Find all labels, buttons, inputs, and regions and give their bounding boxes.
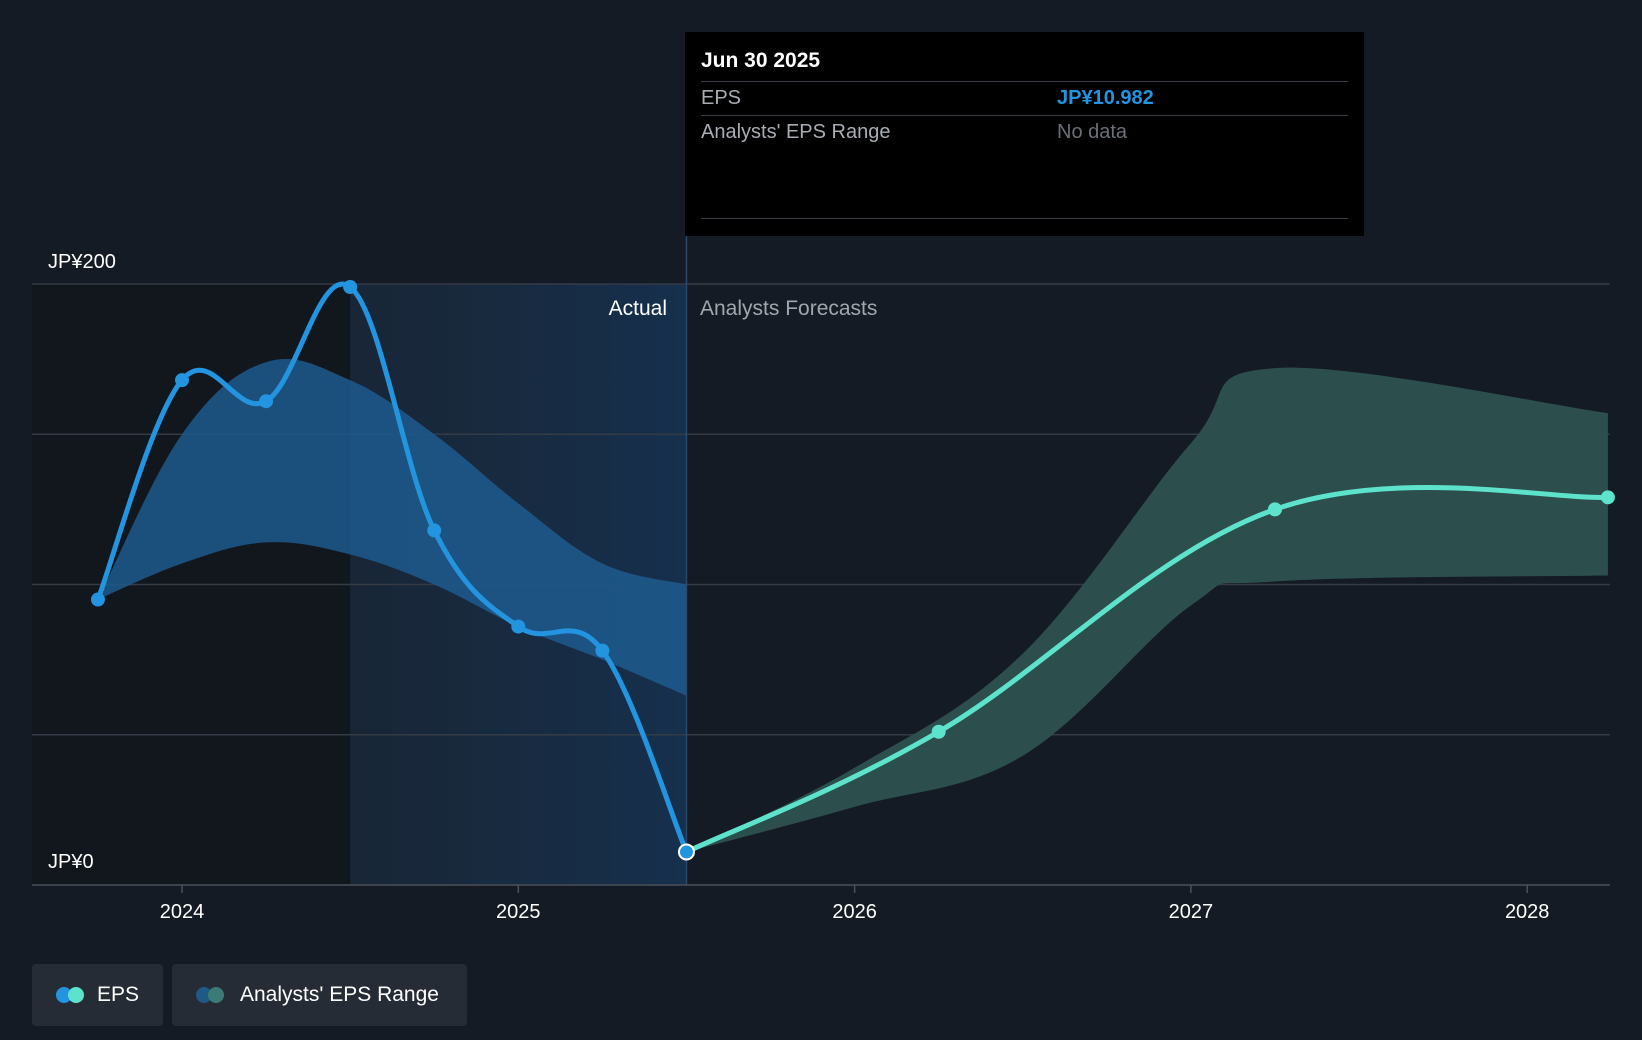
eps-point-actual[interactable] [90, 592, 105, 607]
eps-point-actual[interactable] [259, 394, 274, 409]
eps-point-actual[interactable] [175, 373, 189, 388]
tooltip-eps-value: JP¥10.982 [1057, 87, 1154, 109]
legend-eps-label: EPS [96, 983, 139, 1006]
eps-point-forecast[interactable] [1600, 490, 1615, 505]
eps-range-band-actual [97, 358, 687, 696]
eps-point-actual[interactable] [677, 843, 695, 861]
legend-item-eps[interactable]: EPS [32, 964, 163, 1026]
y-label-min: JP¥0 [48, 851, 94, 873]
x-tick-label: 2024 [160, 901, 205, 923]
actual-label: Actual [609, 297, 667, 320]
forecast-label: Analysts Forecasts [700, 297, 877, 320]
x-tick-label: 2027 [1169, 901, 1214, 923]
x-tick-label: 2025 [496, 901, 541, 923]
y-label-max: JP¥200 [48, 251, 116, 273]
tooltip-row-eps: EPS JP¥10.982 [701, 82, 1348, 116]
legend-item-eps-range[interactable]: Analysts' EPS Range [172, 964, 467, 1026]
eps-line-forecast [683, 485, 1611, 855]
tooltip-range-label: Analysts' EPS Range [701, 121, 891, 143]
tooltip-date: Jun 30 2025 [701, 46, 1348, 82]
eps-point-forecast[interactable] [931, 724, 946, 739]
x-tick-label: 2026 [832, 901, 877, 923]
legend-range-label: Analysts' EPS Range [240, 983, 439, 1006]
eps-range-band-forecast [686, 367, 1608, 852]
legend: EPS Analysts' EPS Range [32, 964, 467, 1026]
tooltip-bottom-rule [701, 218, 1348, 219]
tooltip: Jun 30 2025 EPS JP¥10.982 Analysts' EPS … [685, 32, 1364, 236]
x-tick-label: 2028 [1505, 901, 1550, 923]
eps-point-actual[interactable] [343, 280, 358, 295]
eps-range-swatch-icon [196, 987, 226, 1003]
tooltip-eps-label: EPS [701, 87, 742, 109]
eps-point-actual[interactable] [511, 619, 526, 634]
eps-swatch-icon [56, 987, 84, 1003]
eps-point-actual[interactable] [427, 523, 442, 538]
tooltip-range-value: No data [1057, 121, 1128, 143]
eps-point-forecast[interactable] [1267, 502, 1282, 517]
tooltip-row-range: Analysts' EPS Range No data [701, 116, 1348, 149]
eps-point-actual[interactable] [595, 643, 610, 658]
